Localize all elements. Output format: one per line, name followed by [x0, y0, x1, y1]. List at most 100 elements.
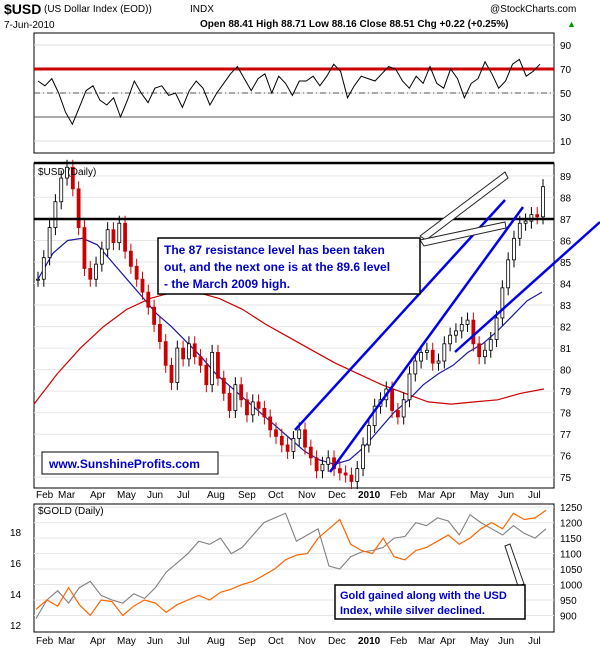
price-candle-body — [99, 248, 104, 265]
price-candle-body — [413, 360, 418, 375]
price-candle-body — [442, 343, 447, 362]
gold-x-tick: Dec — [328, 636, 346, 647]
price-x-tick: Mar — [418, 490, 436, 501]
price-candle-body — [169, 364, 174, 383]
price-x-tick: Jun — [147, 490, 163, 501]
gold-callout-pointer — [504, 543, 525, 587]
price-candle-body — [477, 343, 482, 358]
gold-x-tick: Sep — [238, 636, 256, 647]
price-candle-body — [36, 278, 40, 281]
gold-x-tick: 2010 — [358, 636, 381, 647]
gold-x-tick: May — [117, 636, 136, 647]
price-candle-body — [506, 259, 511, 289]
gold-annotation-line: Gold gained along with the USD — [340, 590, 507, 602]
price-candle-body — [517, 222, 522, 239]
lower-trend-line — [294, 199, 506, 431]
price-y-tick: 76 — [560, 452, 572, 463]
price-y-tick: 84 — [560, 280, 572, 291]
price-candle-body — [204, 364, 209, 386]
price-y-tick: 89 — [560, 172, 572, 183]
price-candle-body — [47, 227, 52, 259]
price-y-tick: 81 — [560, 344, 572, 355]
gold-y-tick-right: 1100 — [560, 550, 582, 561]
gold-y-tick-right: 1250 — [560, 503, 583, 514]
price-candle-body — [94, 263, 98, 280]
gold-x-tick: Apr — [440, 636, 456, 647]
gold-x-tick: Feb — [36, 636, 54, 647]
price-candle-body — [76, 188, 81, 228]
price-candle-body — [436, 360, 441, 364]
price-x-tick: May — [470, 490, 489, 501]
price-candle-body — [500, 287, 505, 319]
price-candle-body — [366, 425, 371, 446]
price-candle-body — [523, 220, 528, 224]
price-candle-body — [210, 352, 215, 386]
chart-symbol: $USD — [4, 1, 42, 17]
price-x-tick: Jul — [528, 490, 541, 501]
indicator-y-tick: 10 — [560, 137, 572, 148]
price-candle-body — [494, 317, 499, 340]
price-candle-body — [285, 444, 290, 452]
price-candle-body — [111, 229, 116, 244]
price-candle-body — [419, 352, 424, 362]
price-candle-body — [262, 407, 267, 418]
price-candle-body — [175, 347, 180, 383]
price-candle-body — [268, 416, 273, 431]
price-x-tick: May — [117, 490, 136, 501]
annotation-text-line: - the March 2009 high. — [164, 277, 290, 291]
price-candle-body — [65, 166, 69, 179]
price-candle-body — [105, 229, 110, 250]
chart-date: 7-Jun-2010 — [4, 20, 55, 31]
price-candle-body — [361, 444, 365, 470]
price-candle-body — [192, 343, 197, 358]
gold-y-tick-left: 12 — [10, 621, 22, 632]
long-support-line — [454, 221, 600, 353]
gold-x-tick: Nov — [298, 636, 316, 647]
gold-y-tick-right: 900 — [560, 612, 577, 623]
price-candle-body — [134, 265, 139, 280]
price-candle-body — [53, 201, 58, 228]
annotation-text-line: out, and the next one is at the 89.6 lev… — [164, 260, 390, 274]
price-y-tick: 86 — [560, 236, 572, 247]
gold-x-tick: Aug — [207, 636, 225, 647]
price-candle-body — [152, 306, 156, 325]
price-y-tick: 78 — [560, 409, 572, 420]
price-candle-body — [471, 319, 476, 345]
gold-y-tick-right: 950 — [560, 596, 577, 607]
price-candle-body — [355, 468, 360, 482]
price-candle-body — [163, 341, 168, 366]
price-x-tick: Oct — [268, 490, 284, 501]
price-candle-body — [390, 388, 394, 411]
price-candle-body — [221, 377, 226, 394]
gold-y-tick-right: 1200 — [560, 519, 583, 530]
price-y-tick: 80 — [560, 366, 572, 377]
gold-y-tick-right: 1150 — [560, 534, 582, 545]
upper-trend-line — [328, 206, 525, 473]
silver-line — [35, 512, 547, 619]
price-x-tick: Jun — [498, 490, 514, 501]
gold-line — [35, 509, 547, 617]
indicator-y-tick: 70 — [560, 65, 572, 76]
price-candle-body — [239, 384, 244, 401]
price-y-tick: 88 — [560, 193, 572, 204]
price-panel-title: $USD (Daily) — [38, 167, 96, 178]
price-x-tick: Dec — [328, 490, 346, 501]
price-candle-body — [128, 250, 133, 267]
price-candle-body — [314, 457, 319, 472]
price-y-tick: 79 — [560, 387, 572, 398]
price-candle-body — [198, 356, 203, 366]
price-candle-body — [448, 334, 453, 345]
gold-panel-title: $GOLD (Daily) — [38, 506, 104, 517]
gold-x-tick: Jun — [498, 636, 514, 647]
price-candle-body — [372, 405, 377, 426]
price-candle-body — [407, 373, 412, 401]
gold-annotation-line: Index, while silver declined. — [340, 605, 485, 617]
annotation-text-line: The 87 resistance level has been taken — [164, 243, 385, 257]
price-candle-body — [140, 278, 145, 293]
price-candle-body — [227, 392, 232, 411]
price-x-tick: Apr — [440, 490, 456, 501]
short-moving-average-line — [37, 237, 543, 465]
price-candle-body — [488, 339, 493, 351]
price-candle-body — [146, 291, 151, 308]
price-y-tick: 83 — [560, 301, 572, 312]
